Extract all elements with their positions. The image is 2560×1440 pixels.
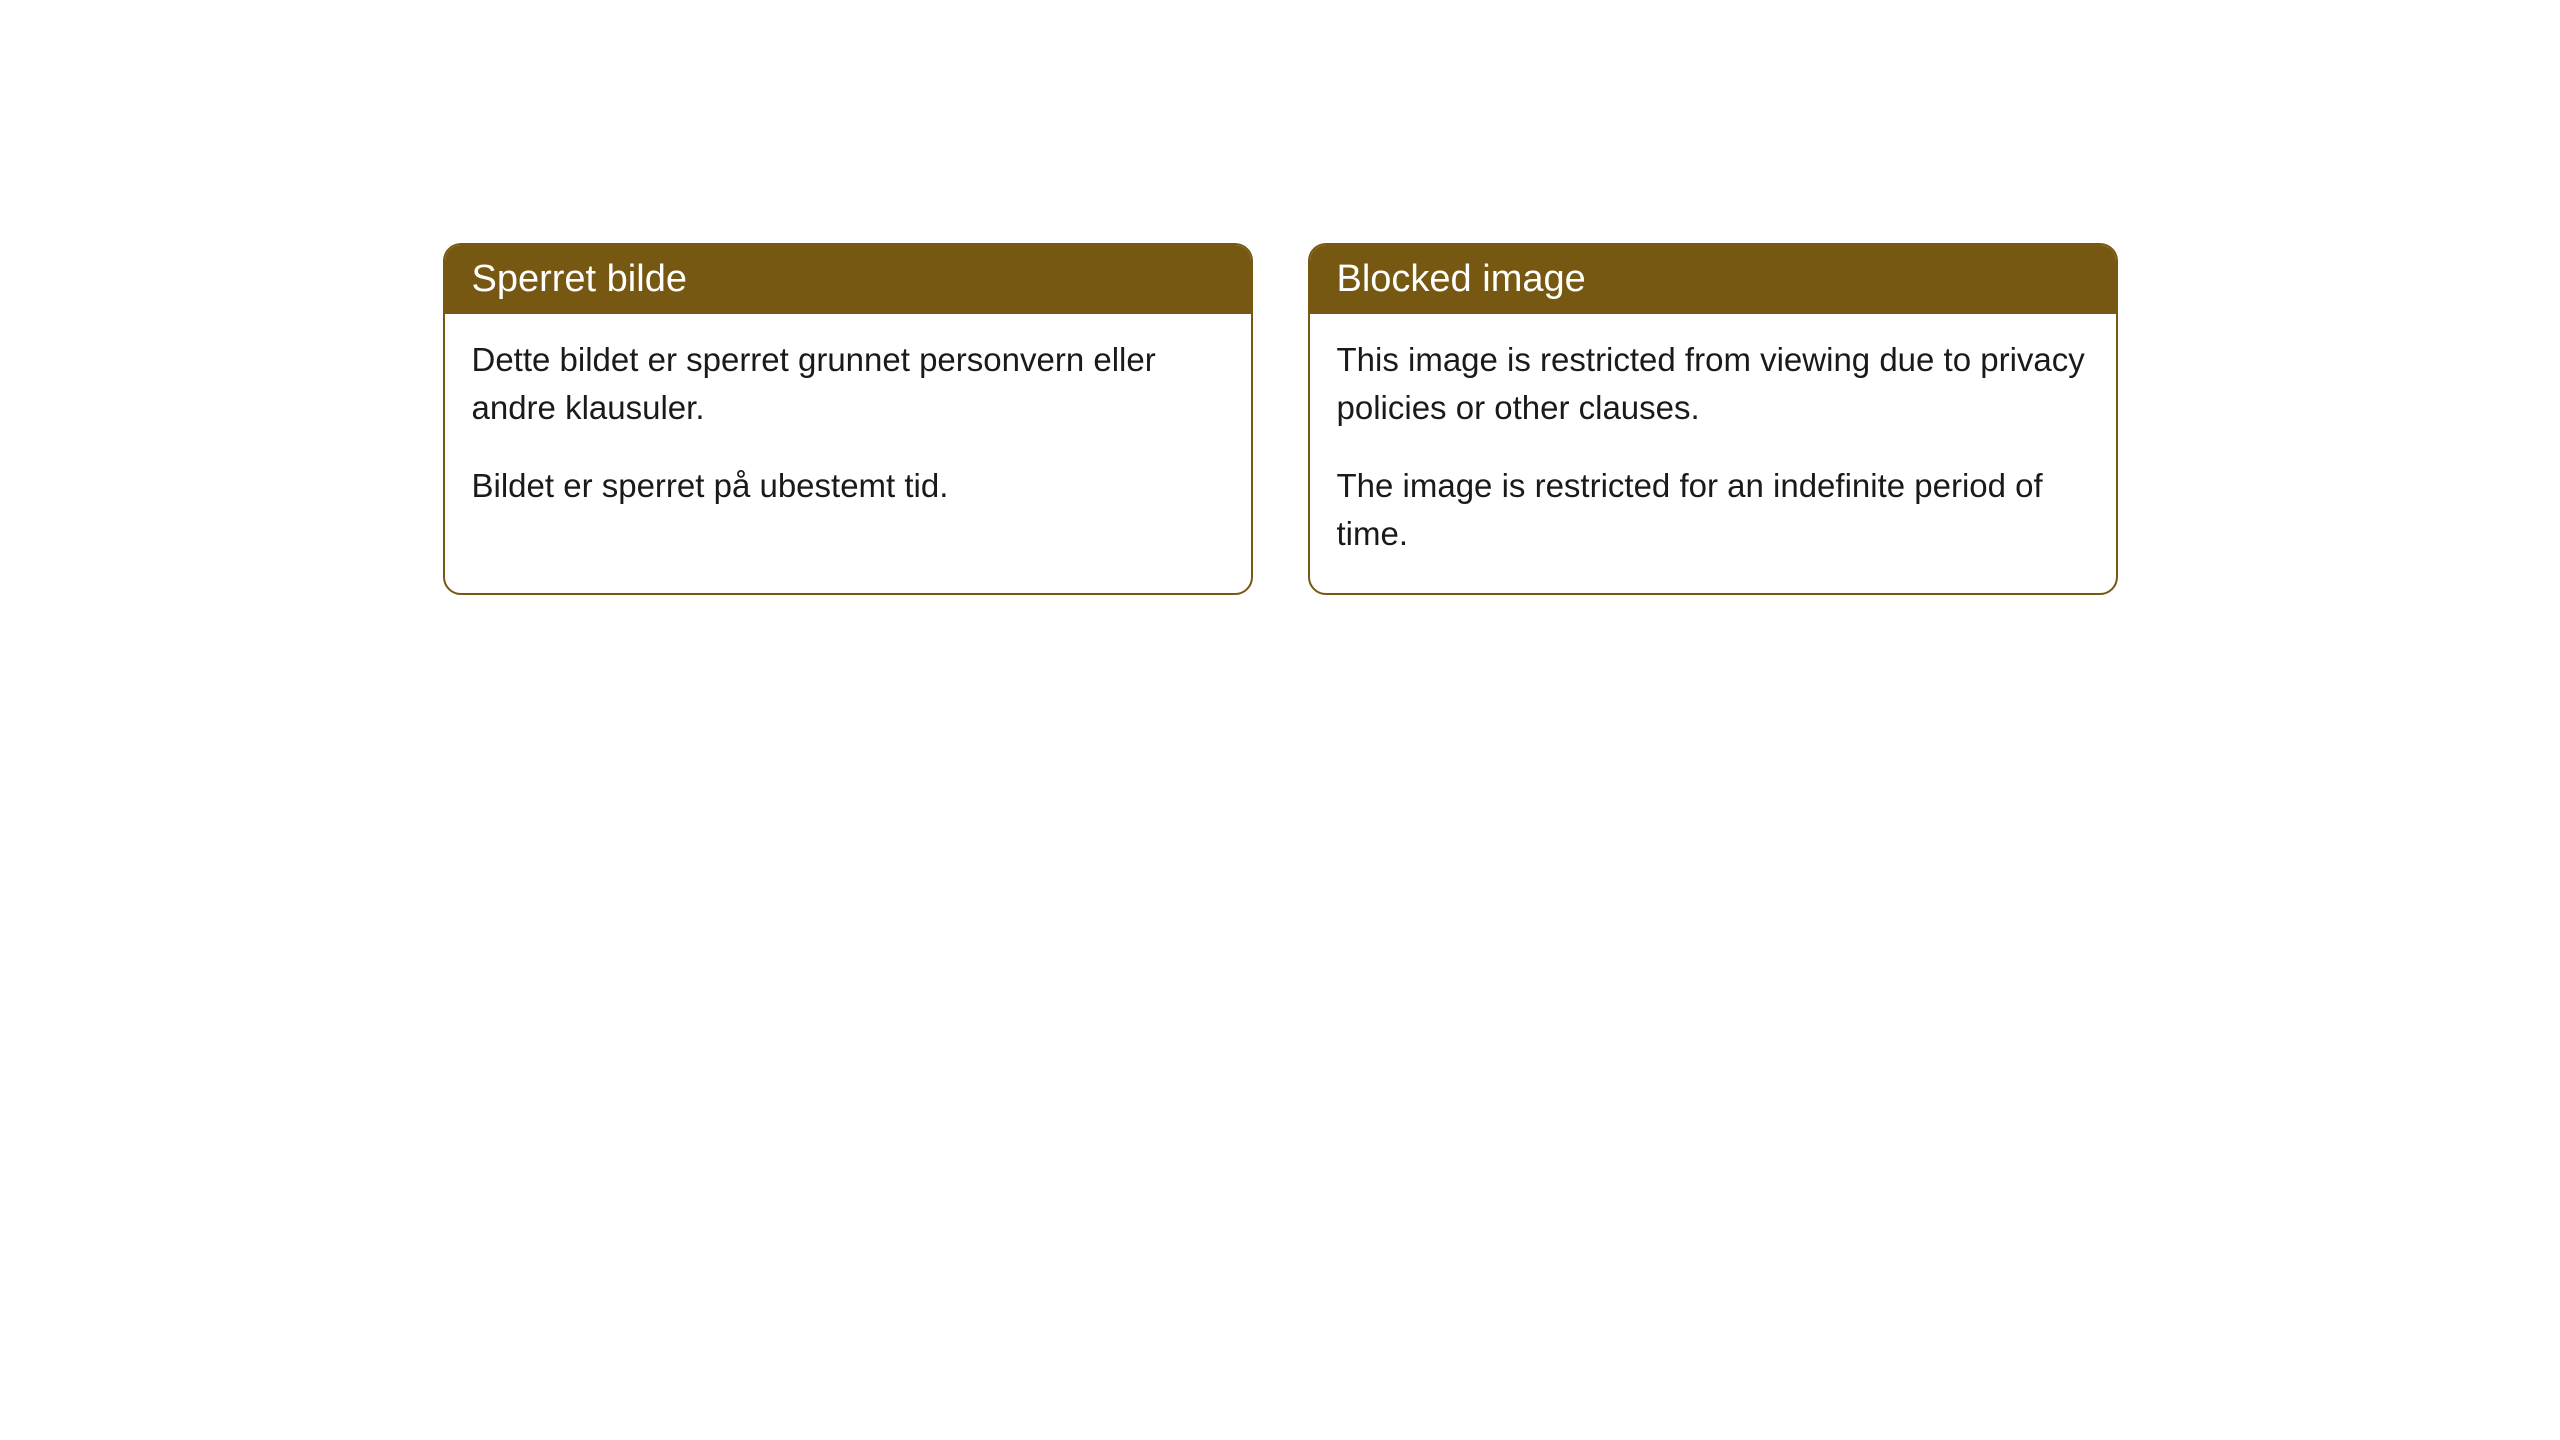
card-body-norwegian: Dette bildet er sperret grunnet personve…: [445, 314, 1251, 545]
notice-card-english: Blocked image This image is restricted f…: [1308, 243, 2118, 595]
card-body-english: This image is restricted from viewing du…: [1310, 314, 2116, 592]
notice-card-norwegian: Sperret bilde Dette bildet er sperret gr…: [443, 243, 1253, 595]
notice-cards-container: Sperret bilde Dette bildet er sperret gr…: [0, 243, 2560, 595]
paragraph-norwegian-1: Dette bildet er sperret grunnet personve…: [472, 336, 1224, 432]
paragraph-english-1: This image is restricted from viewing du…: [1337, 336, 2089, 432]
paragraph-norwegian-2: Bildet er sperret på ubestemt tid.: [472, 462, 1224, 510]
card-header-norwegian: Sperret bilde: [445, 245, 1251, 314]
paragraph-english-2: The image is restricted for an indefinit…: [1337, 462, 2089, 558]
card-header-english: Blocked image: [1310, 245, 2116, 314]
